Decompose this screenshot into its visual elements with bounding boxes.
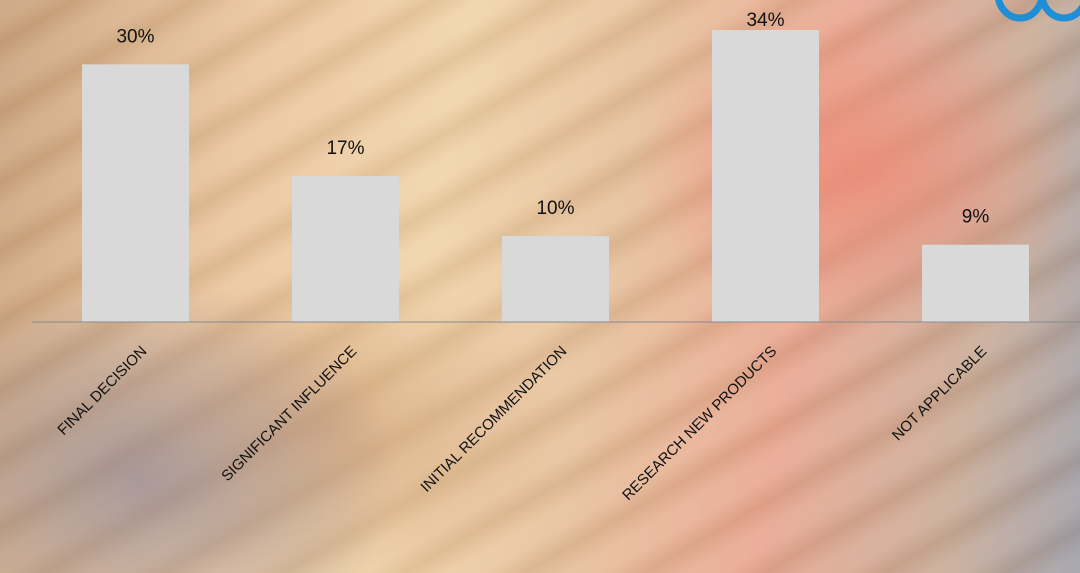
- bar: [502, 236, 609, 322]
- bar: [82, 64, 189, 323]
- data-label: 10%: [536, 198, 574, 219]
- category-label: RESEARCH NEW PRODUCTS: [619, 343, 780, 504]
- bar: [712, 30, 819, 322]
- data-label: 34%: [746, 10, 784, 31]
- category-label: INITIAL RECOMMENDATION: [417, 343, 570, 496]
- category-label: NOT APPLICABLE: [889, 343, 990, 444]
- data-label: 17%: [326, 138, 364, 159]
- data-label: 9%: [962, 207, 990, 228]
- data-label: 30%: [116, 26, 154, 47]
- category-label: FINAL DECISION: [54, 343, 150, 439]
- bar: [922, 244, 1029, 322]
- corner-logo-icon: [995, 0, 1080, 22]
- bar: [292, 176, 399, 322]
- category-label: SIGNIFICANT INFLUENCE: [218, 343, 360, 485]
